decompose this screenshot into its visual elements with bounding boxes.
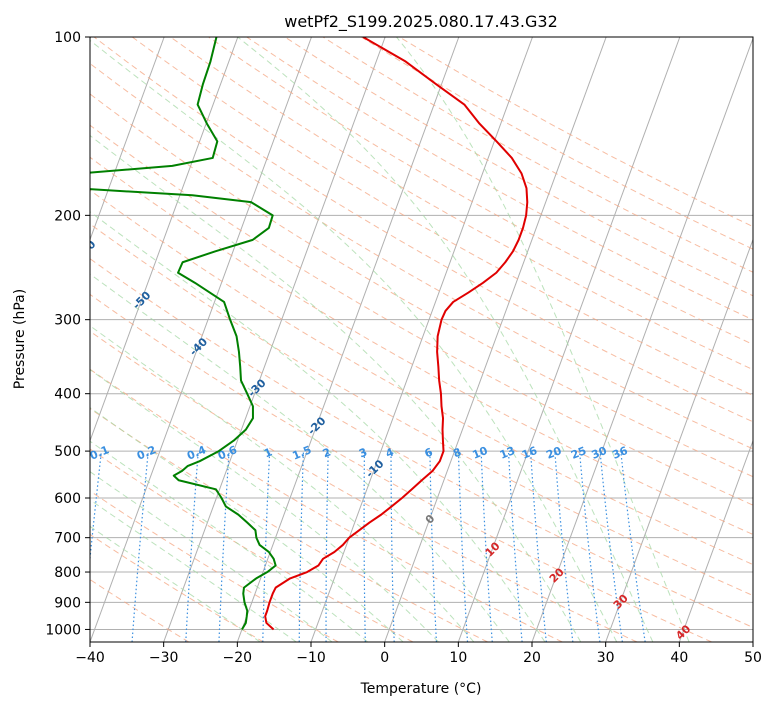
dewpoint-profile-line [90, 37, 277, 630]
temperature-profile-line [264, 37, 529, 631]
pressure-gridlines [90, 37, 753, 630]
mixing-ratio-label: 25 [569, 444, 588, 462]
x-tick-label: 0 [380, 650, 389, 666]
moist-adiabat-line [90, 273, 510, 642]
dry-adiabat-lines [90, 37, 753, 642]
x-tick-label: −10 [296, 650, 326, 666]
moist-adiabat-line [90, 471, 333, 642]
mixing-ratio-label: 20 [544, 444, 563, 462]
x-tick-label: 10 [449, 650, 467, 666]
x-tick-label: 20 [523, 650, 541, 666]
mixing-ratio-label: 3 [357, 445, 369, 460]
mixing-ratio-line [530, 451, 547, 642]
y-tick-label: 300 [54, 313, 81, 329]
mixing-ratio-line [131, 451, 149, 642]
mixing-ratio-label: 13 [498, 444, 517, 462]
mixing-ratio-line [507, 451, 523, 642]
y-tick-label: 700 [54, 531, 81, 547]
mixing-ratio-label: 10 [470, 444, 489, 462]
y-tick-label: 900 [54, 595, 81, 611]
mixing-ratio-line [578, 451, 601, 642]
isotherm-line [90, 37, 239, 443]
isotherm-line [236, 37, 460, 642]
y-tick-label: 200 [54, 208, 81, 224]
dry-adiabat-line [90, 189, 753, 566]
x-axis-label: Temperature (°C) [360, 681, 482, 697]
moist-adiabat-line [90, 440, 368, 642]
y-tick-label: 400 [54, 387, 81, 403]
moist-adiabat-line [90, 525, 261, 642]
mixing-ratio-label: 36 [610, 444, 629, 462]
dry-adiabat-line [90, 293, 712, 642]
x-tick-label: 30 [597, 650, 615, 666]
x-tick-label: 40 [670, 650, 688, 666]
isotherm-label: -60 [75, 238, 98, 261]
dry-adiabat-line [131, 37, 753, 396]
dry-adiabat-line [90, 490, 339, 642]
dry-adiabat-line [208, 37, 753, 346]
moist-adiabat-line [237, 37, 654, 642]
dry-adiabat-line [90, 156, 753, 536]
plot-frame [89, 36, 754, 643]
isotherm-line [90, 37, 165, 242]
chart-title: wetPf2_S199.2025.080.17.43.G32 [284, 12, 558, 32]
dry-adiabat-line [246, 37, 753, 321]
moist-adiabat-line [90, 369, 439, 642]
mixing-ratio-lines [90, 451, 646, 642]
dry-adiabat-line [93, 37, 753, 423]
y-tick-label: 500 [54, 444, 81, 460]
mixing-ratio-label: 30 [590, 444, 609, 462]
mixing-ratio-label: 1 [262, 446, 274, 461]
mixing-ratio-line [620, 451, 646, 642]
moist-adiabat-line [90, 39, 618, 642]
dry-adiabat-line [90, 62, 753, 450]
mixing-ratio-line [599, 451, 623, 642]
dry-adiabat-line [90, 258, 753, 628]
axes: −40 −30 −20 −10 0 10 20 30 40 50 100 200 300 400 500 60… [45, 30, 762, 666]
mixing-ratio-line [554, 451, 574, 642]
dry-adiabat-line [90, 223, 753, 597]
plot-area: 0.10.20.40.611.52346810131620253036-100-… [75, 37, 753, 642]
dry-adiabat-line [90, 368, 563, 642]
moist-adiabat-line [396, 37, 690, 642]
moist-adiabat-line [90, 134, 582, 642]
x-tick-label: −40 [75, 650, 105, 666]
mixing-ratio-line [90, 451, 103, 565]
y-tick-label: 100 [54, 30, 81, 46]
isotherm-lines [90, 37, 753, 642]
mixing-ratio-label: 2 [321, 445, 333, 460]
isotherm-line [457, 37, 681, 642]
dry-adiabat-line [90, 124, 753, 506]
moist-adiabat-lines [90, 37, 690, 642]
isotherm-line [605, 238, 753, 642]
isotherm-line [90, 37, 312, 642]
x-tick-label: −20 [223, 650, 253, 666]
sounding-profiles [90, 37, 529, 631]
isotherm-line [384, 37, 607, 642]
x-tick-label: 50 [744, 650, 762, 666]
isotherm-line [531, 37, 753, 642]
y-tick-label: 1000 [45, 622, 81, 638]
moist-adiabat-line [90, 499, 297, 642]
isotherm-line [678, 439, 753, 642]
moist-adiabat-line [90, 211, 546, 642]
isotherm-line [310, 37, 533, 642]
isotherm-line [163, 37, 386, 642]
x-tick-label: −30 [149, 650, 179, 666]
y-tick-label: 600 [54, 491, 81, 507]
dry-adiabat-line [90, 407, 488, 642]
mixing-ratio-label: 8 [451, 445, 463, 460]
y-tick-label: 800 [54, 565, 81, 581]
dry-adiabat-line [90, 533, 264, 642]
mixing-ratio-label: 16 [520, 444, 539, 462]
moist-adiabat-line [90, 325, 475, 642]
y-axis-label: Pressure (hPa) [12, 289, 28, 389]
